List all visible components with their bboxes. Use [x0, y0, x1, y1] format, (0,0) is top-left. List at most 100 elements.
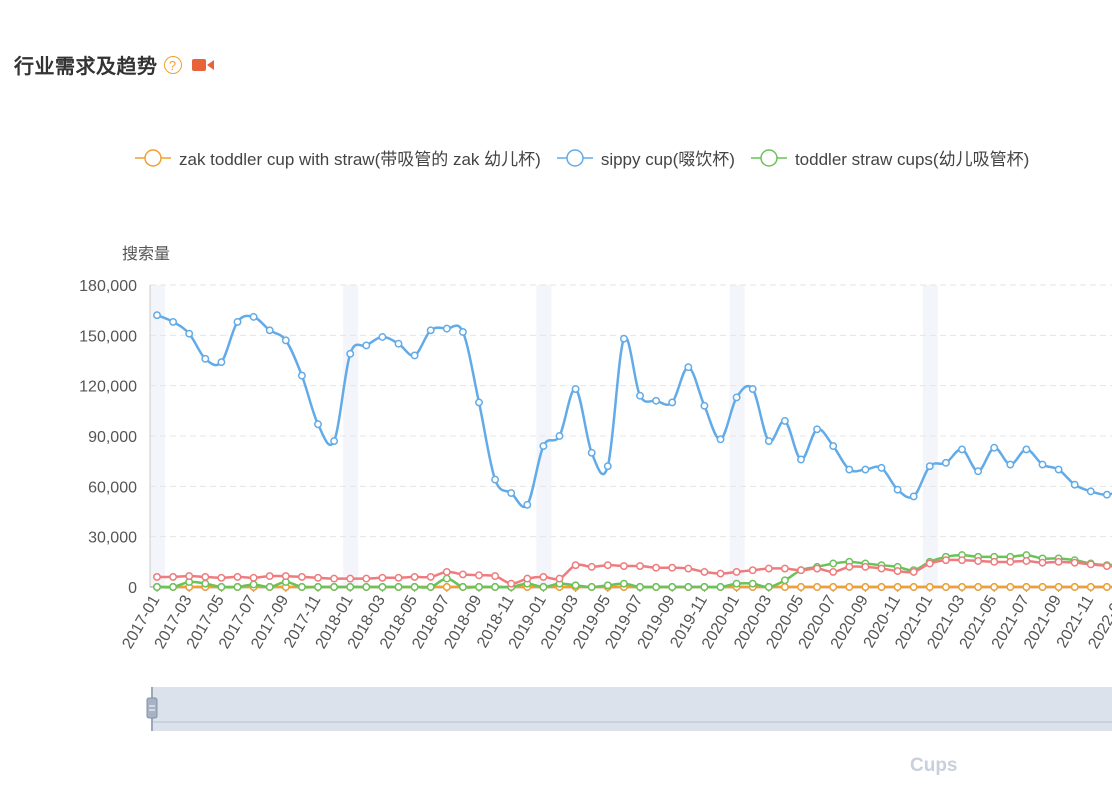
legend-marker-icon — [750, 148, 787, 167]
data-point — [539, 583, 548, 591]
data-point — [700, 583, 709, 591]
data-point — [748, 385, 757, 393]
data-point — [587, 562, 596, 571]
data-point — [797, 583, 805, 591]
data-point — [571, 581, 580, 590]
data-point — [619, 579, 628, 588]
legend-marker-icon — [135, 148, 171, 167]
data-point — [925, 559, 934, 568]
data-point — [1006, 583, 1015, 591]
data-point — [1070, 480, 1079, 489]
data-point — [1006, 557, 1015, 566]
data-point — [491, 583, 500, 591]
legend-label: zak toddler cup with straw(带吸管的 zak 幼儿杯) — [179, 150, 541, 169]
data-point — [748, 566, 757, 575]
data-point — [330, 437, 339, 445]
data-point — [652, 583, 661, 591]
data-point — [201, 579, 210, 588]
data-point — [330, 583, 339, 591]
data-point — [539, 572, 548, 581]
data-point — [925, 583, 934, 591]
data-point — [346, 583, 355, 591]
y-tick-label: 0 — [128, 580, 137, 597]
data-point — [780, 583, 789, 591]
data-point — [603, 561, 612, 570]
data-point — [893, 583, 902, 591]
data-point — [877, 564, 886, 573]
data-point — [233, 572, 242, 581]
data-point — [1038, 460, 1047, 469]
data-point — [265, 572, 274, 581]
data-point — [362, 583, 371, 591]
data-point — [764, 437, 773, 445]
data-point — [603, 581, 612, 590]
y-tick-label: 180,000 — [79, 278, 137, 295]
data-point — [491, 572, 500, 581]
data-point — [281, 336, 290, 345]
y-tick-label: 150,000 — [79, 328, 137, 345]
data-point — [362, 341, 371, 350]
year-band — [150, 285, 165, 587]
data-point — [297, 572, 306, 581]
data-point — [1086, 583, 1095, 591]
data-point — [265, 326, 274, 335]
data-point — [1102, 583, 1111, 591]
data-point — [410, 572, 419, 581]
page-title: 行业需求及趋势 — [14, 56, 158, 78]
data-point — [346, 574, 355, 583]
data-point — [233, 317, 242, 326]
data-point — [555, 432, 564, 440]
data-point — [587, 583, 596, 591]
data-point — [941, 583, 950, 591]
data-point — [475, 398, 483, 407]
data-point — [1038, 558, 1047, 567]
data-point — [394, 583, 403, 591]
data-point — [330, 574, 339, 583]
video-camera-icon[interactable] — [191, 58, 214, 72]
series-line-1 — [156, 314, 1112, 509]
data-point — [442, 574, 451, 583]
data-point — [990, 557, 999, 566]
data-point — [845, 465, 854, 474]
data-point — [909, 567, 918, 576]
data-zoom-track — [152, 687, 1112, 731]
data-point — [909, 492, 918, 501]
data-point — [877, 463, 886, 472]
legend-item-0[interactable]: zak toddler cup with straw(带吸管的 zak 幼儿杯) — [135, 145, 541, 170]
data-point — [958, 583, 966, 591]
data-point — [716, 435, 725, 444]
data-point — [410, 583, 419, 591]
data-point — [877, 583, 886, 591]
data-point — [732, 567, 741, 576]
data-point — [362, 574, 371, 583]
legend-item-2[interactable]: toddler straw cups(幼儿吸管杯) — [750, 145, 1029, 170]
data-point — [378, 333, 387, 341]
data-point — [1054, 557, 1063, 566]
data-zoom-handle[interactable] — [146, 697, 158, 719]
data-point — [1086, 487, 1095, 496]
y-tick-label: 60,000 — [88, 479, 137, 496]
data-point — [217, 583, 226, 591]
help-icon[interactable]: ? — [163, 55, 182, 74]
legend-item-1[interactable]: sippy cup(啜饮杯) — [556, 145, 735, 170]
data-point — [941, 556, 950, 565]
data-point — [249, 573, 258, 582]
legend-marker-icon — [556, 148, 593, 167]
data-point — [636, 583, 644, 591]
data-point — [1038, 583, 1047, 591]
data-point — [201, 572, 210, 581]
y-tick-label: 90,000 — [88, 429, 137, 446]
data-point — [958, 445, 966, 454]
data-point — [861, 583, 870, 591]
data-point — [1022, 445, 1031, 454]
data-point — [813, 425, 822, 434]
data-point — [893, 567, 902, 576]
data-point — [780, 576, 789, 585]
data-point — [1022, 583, 1031, 591]
data-point — [314, 420, 322, 429]
data-point — [281, 572, 290, 581]
data-point — [442, 567, 451, 576]
data-point — [507, 489, 516, 497]
data-point — [249, 312, 258, 321]
data-point — [732, 579, 741, 588]
